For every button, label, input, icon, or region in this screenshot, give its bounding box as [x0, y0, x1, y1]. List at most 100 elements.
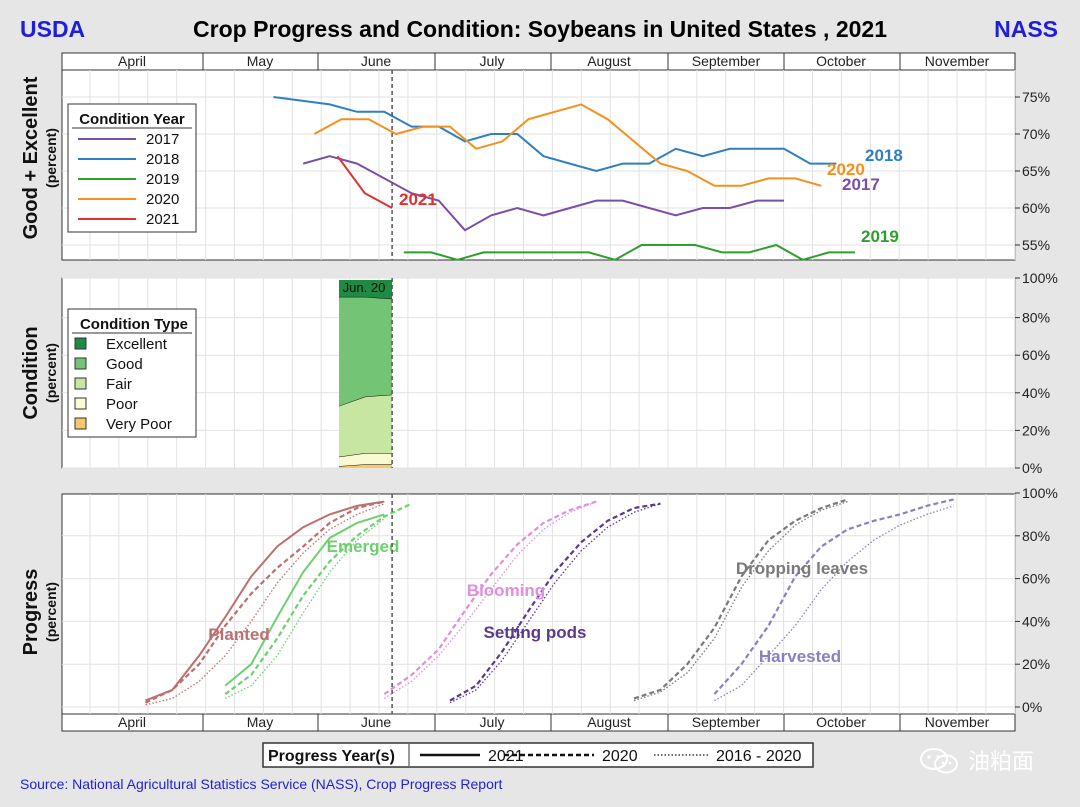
month-label-bottom: June — [361, 714, 392, 730]
month-label-bottom: October — [816, 714, 866, 730]
usda-logo: USDA — [20, 16, 86, 42]
legend-title: Condition Year — [79, 111, 185, 128]
ge-series-2019 — [403, 243, 856, 261]
nass-logo: NASS — [994, 16, 1058, 42]
ge-series-2017 — [302, 155, 784, 232]
y-tick-label-condition: 20% — [1022, 422, 1050, 438]
month-label-bottom: September — [692, 714, 761, 730]
legend-box — [67, 308, 197, 438]
legend-swatch-fair — [74, 377, 87, 390]
y-tick-label-ge: 55% — [1022, 237, 1050, 253]
progress-axis-title: Progress — [20, 569, 42, 656]
month-label-top: October — [816, 53, 866, 69]
stage-label-planted: Planted — [208, 625, 269, 644]
wechat-icon — [920, 748, 958, 774]
month-label-top: July — [480, 53, 505, 69]
month-label-bottom: August — [587, 714, 631, 730]
y-tick-label-ge: 70% — [1022, 126, 1050, 142]
ge-series-2021 — [336, 155, 393, 209]
ge-axis-subtitle: (percent) — [43, 128, 59, 188]
legend-label-good: Good — [106, 356, 143, 373]
month-label-bottom: November — [925, 714, 990, 730]
progress-harvested-s2020 — [713, 498, 954, 695]
month-label-top: August — [587, 53, 631, 69]
progress-emerged-avg — [224, 518, 385, 700]
legend-label-2021: 2021 — [146, 211, 179, 228]
progress-dropping-leaves-s2020 — [633, 498, 848, 700]
legend-label-2: 2016 - 2020 — [716, 748, 802, 765]
legend-label-2018: 2018 — [146, 151, 179, 168]
legend-label-1: 2020 — [602, 748, 638, 765]
month-label-bottom: July — [480, 714, 505, 730]
condition-area-good — [339, 296, 393, 406]
condition-week-annotation: Jun. 20 — [343, 280, 386, 295]
month-band-bottom — [61, 713, 1016, 732]
ge-series-2018 — [273, 96, 837, 173]
y-tick-label-progress: 0% — [1022, 699, 1042, 715]
condition-area-excellent — [339, 280, 393, 299]
month-label-top: April — [118, 53, 146, 69]
legend-swatch-good — [74, 357, 87, 370]
ge-series-2020 — [313, 103, 822, 187]
ge-end-label-2018: 2018 — [865, 146, 903, 165]
y-tick-label-ge: 75% — [1022, 89, 1050, 105]
y-tick-label-progress: 40% — [1022, 613, 1050, 629]
y-tick-label-condition: 0% — [1022, 460, 1042, 476]
y-tick-label-ge: 60% — [1022, 200, 1050, 216]
legend-title: Progress Year(s) — [268, 748, 395, 765]
ge-end-label-2019: 2019 — [861, 227, 899, 246]
legend-label-2017: 2017 — [146, 131, 179, 148]
condition-area-fair — [339, 394, 393, 457]
stage-label-setting-pods: Setting pods — [484, 623, 587, 642]
y-tick-label-progress: 100% — [1022, 485, 1058, 501]
legend-label-2020: 2020 — [146, 191, 179, 208]
progress-planted-s2020 — [145, 500, 385, 704]
y-tick-label-ge: 65% — [1022, 163, 1050, 179]
panel-2-plot-area — [61, 277, 1016, 469]
month-label-bottom: May — [247, 714, 273, 730]
progress-setting-pods-avg — [449, 503, 661, 704]
y-tick-label-condition: 100% — [1022, 270, 1058, 286]
watermark-text: 油粕面 — [968, 750, 1035, 775]
legend-label-0: 2021 — [488, 748, 524, 765]
legend-swatch-poor — [74, 397, 87, 410]
progress-blooming-avg — [383, 500, 597, 699]
condition-axis-subtitle: (percent) — [43, 343, 59, 403]
legend-swatch-excellent — [74, 337, 87, 350]
ge-axis-title: Good + Excellent — [20, 76, 42, 239]
y-tick-label-progress: 20% — [1022, 656, 1050, 672]
ge-end-label-2021: 2021 — [399, 190, 437, 209]
progress-axis-subtitle: (percent) — [43, 582, 59, 642]
legend-swatch-very_poor — [74, 417, 87, 430]
month-label-top: November — [925, 53, 990, 69]
progress-setting-pods-s2020 — [449, 502, 661, 702]
progress-year-legend: Progress Year(s) 2021 2020 2016 - 2020 — [262, 742, 814, 768]
month-band-top — [61, 52, 1016, 71]
y-tick-label-condition: 80% — [1022, 310, 1050, 326]
y-tick-label-progress: 80% — [1022, 528, 1050, 544]
legend-label-fair: Fair — [106, 376, 132, 393]
stage-label-emerged: Emerged — [327, 537, 400, 556]
month-label-top: September — [692, 53, 761, 69]
month-label-top: June — [361, 53, 392, 69]
condition-axis-title: Condition — [20, 326, 42, 419]
y-tick-label-condition: 60% — [1022, 347, 1050, 363]
panel-3-plot-area — [61, 493, 1016, 715]
legend-label-poor: Poor — [106, 396, 138, 413]
condition-area-poor — [339, 452, 393, 467]
ge-end-label-2020: 2020 — [827, 160, 865, 179]
y-tick-label-progress: 60% — [1022, 571, 1050, 587]
legend-label-excellent: Excellent — [106, 336, 168, 353]
legend-box — [67, 103, 197, 233]
stage-label-harvested: Harvested — [759, 647, 841, 666]
progress-emerged-s2021 — [224, 513, 385, 687]
month-label-top: May — [247, 53, 273, 69]
progress-planted-s2021 — [145, 500, 385, 702]
progress-harvested-avg — [714, 505, 954, 702]
stage-label-dropping-leaves: Dropping leaves — [736, 559, 868, 578]
stage-label-blooming: Blooming — [467, 581, 545, 600]
month-label-bottom: April — [118, 714, 146, 730]
legend-label-very_poor: Very Poor — [106, 416, 172, 433]
condition-year-legend: Condition Year 2017 2018 2019 2020 2021 — [67, 103, 197, 233]
